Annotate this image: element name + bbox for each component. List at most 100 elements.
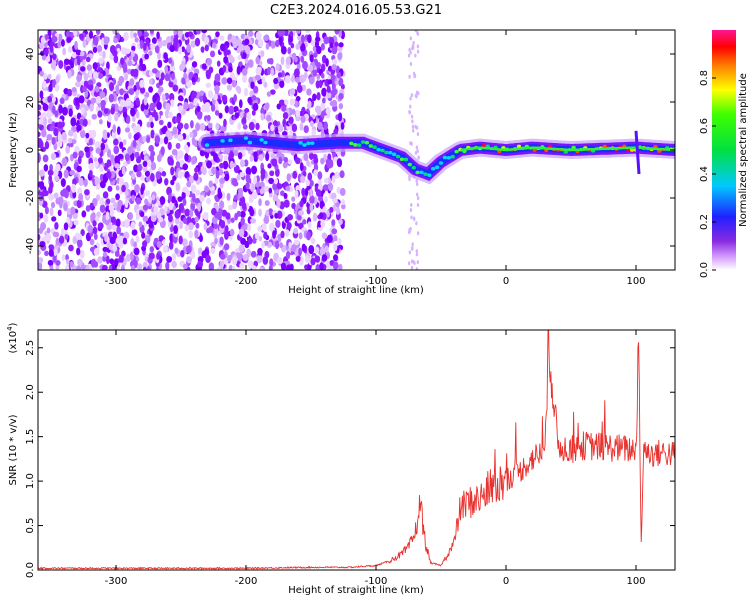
noise-speck	[306, 231, 311, 241]
noise-speck	[228, 105, 235, 115]
noise-speck	[206, 160, 212, 169]
signal-spot	[302, 143, 307, 147]
noise-speck	[137, 30, 142, 37]
noise-speck	[155, 171, 161, 180]
x-tick-label: 100	[626, 576, 645, 587]
noise-speck	[115, 185, 120, 191]
noise-speck	[134, 184, 140, 193]
noise-speck	[309, 54, 314, 63]
noise-speck	[247, 236, 253, 245]
y-tick-label: 20	[25, 96, 36, 109]
noise-speck	[47, 73, 52, 80]
noise-speck	[288, 36, 293, 43]
noise-speck	[329, 206, 334, 213]
signal-spike	[634, 130, 641, 175]
noise-speck	[74, 58, 78, 67]
noise-speck	[303, 153, 309, 162]
noise-speck	[300, 175, 306, 184]
noise-speck	[313, 52, 318, 58]
noise-speck	[131, 172, 136, 180]
noise-speck	[98, 118, 103, 125]
noise-speck	[301, 187, 306, 197]
noise-speck	[82, 118, 88, 127]
noise-speck	[73, 132, 78, 140]
signal-spot	[563, 150, 568, 154]
noise-speck	[40, 50, 45, 57]
noise-speck	[408, 109, 411, 114]
noise-speck	[71, 183, 77, 193]
noise-speck	[284, 99, 289, 106]
noise-speck	[149, 30, 154, 35]
noise-speck	[331, 175, 336, 184]
noise-speck	[282, 161, 288, 169]
noise-speck	[267, 163, 272, 169]
noise-speck	[114, 155, 121, 164]
noise-speck	[156, 200, 161, 207]
noise-speck	[237, 54, 242, 61]
noise-speck	[133, 241, 137, 248]
noise-speck	[283, 192, 288, 200]
noise-speck	[68, 244, 74, 252]
noise-speck	[338, 42, 344, 48]
colorbar-ticks: 0.0 0.2 0.4 0.6 0.8	[699, 70, 716, 278]
noise-speck	[185, 189, 191, 197]
noise-speck	[109, 82, 114, 92]
noise-speck	[331, 63, 337, 71]
noise-speck	[148, 252, 155, 260]
noise-speck	[173, 30, 178, 36]
noise-speck	[200, 46, 205, 53]
noise-speck	[152, 94, 157, 104]
noise-speck	[135, 235, 140, 243]
noise-speck	[242, 254, 249, 262]
noise-speck	[287, 159, 293, 165]
noise-speck	[263, 231, 268, 240]
noise-speck	[297, 34, 302, 41]
noise-speck	[151, 68, 158, 74]
noise-speck	[168, 202, 174, 211]
noise-speck	[88, 30, 94, 39]
noise-speck	[316, 108, 322, 116]
noise-speck	[260, 168, 266, 177]
noise-speck	[134, 151, 140, 159]
noise-speck	[39, 71, 44, 77]
noise-speck	[299, 122, 304, 131]
noise-speck	[160, 72, 165, 81]
noise-speck	[54, 83, 60, 92]
noise-speck	[168, 80, 174, 88]
noise-speck	[295, 115, 301, 122]
signal-spot	[259, 138, 264, 142]
noise-speck	[326, 234, 333, 244]
noise-speck	[110, 107, 115, 115]
noise-speck	[238, 99, 243, 109]
noise-speck	[228, 264, 233, 270]
noise-speck	[87, 79, 94, 86]
noise-speck	[408, 250, 412, 255]
noise-speck	[160, 146, 165, 156]
noise-speck	[97, 72, 104, 79]
noise-speck	[49, 265, 54, 270]
noise-speck	[66, 216, 71, 226]
noise-speck	[183, 122, 189, 130]
noise-speck	[136, 263, 143, 270]
noise-speck	[239, 171, 245, 178]
noise-speck	[149, 121, 154, 129]
noise-speck	[44, 141, 50, 150]
noise-speck	[249, 154, 254, 162]
colorbar-tick-label: 0.2	[699, 214, 710, 230]
noise-speck	[42, 73, 48, 80]
noise-speck	[219, 253, 226, 260]
noise-speck	[208, 180, 213, 188]
noise-speck	[219, 260, 225, 269]
noise-speck	[193, 97, 198, 106]
noise-speck	[124, 153, 130, 162]
noise-speck	[93, 90, 100, 98]
noise-speck	[231, 265, 236, 270]
noise-speck	[57, 196, 64, 205]
noise-speck	[333, 254, 339, 262]
noise-speck	[286, 173, 291, 182]
noise-speck	[200, 165, 205, 173]
noise-speck	[58, 137, 63, 146]
noise-speck	[255, 66, 262, 76]
spectrogram-y-ticks: -40 -20 0 20 40	[25, 48, 675, 254]
noise-speck	[287, 214, 294, 221]
